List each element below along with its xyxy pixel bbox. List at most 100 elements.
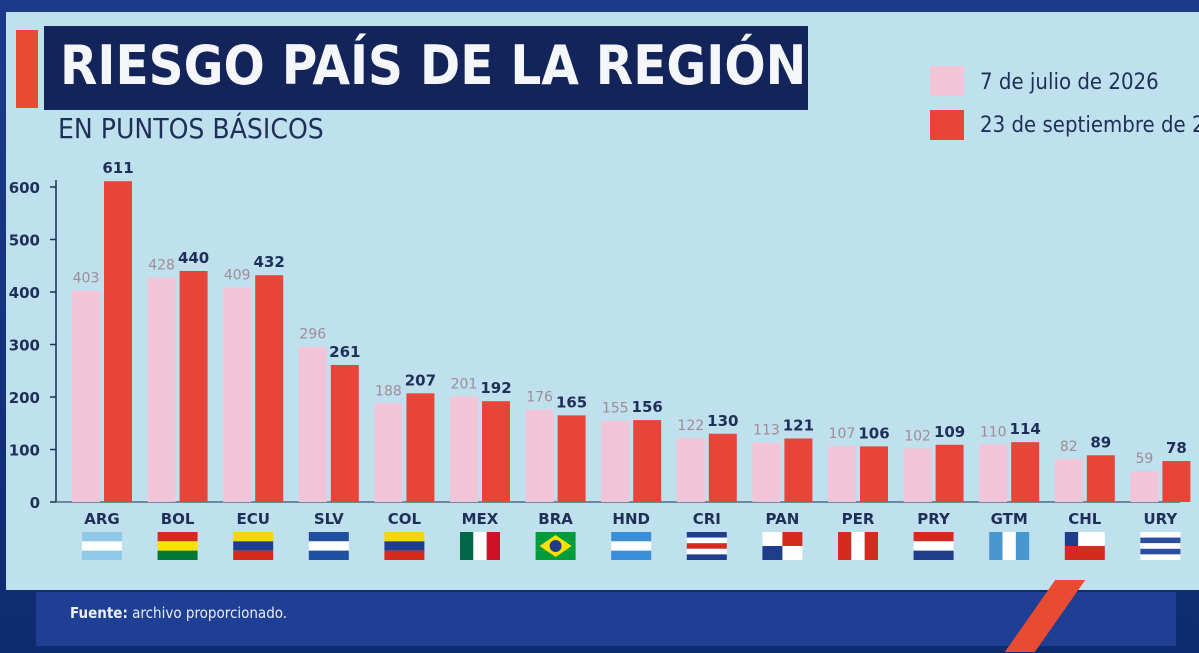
bar-sep-ury xyxy=(1162,461,1191,502)
y-tick-label: 300 xyxy=(9,337,40,355)
data-label-sep-arg: 611 xyxy=(102,159,133,177)
uruguay-flag-icon xyxy=(1140,532,1181,560)
data-label-sep-chl: 89 xyxy=(1090,433,1111,451)
costa-rica-flag-icon xyxy=(686,532,727,560)
category-label-pan: PAN xyxy=(766,510,800,528)
title-banner xyxy=(44,26,808,110)
bar-jul-gtm xyxy=(979,444,1008,502)
bar-sep-arg xyxy=(104,181,132,502)
chart-title: RIESGO PAÍS DE LA REGIÓN xyxy=(60,34,807,97)
category-label-arg: ARG xyxy=(84,510,119,528)
data-label-jul-bra: 176 xyxy=(526,390,553,406)
category-label-mex: MEX xyxy=(462,510,499,528)
panama-flag-icon xyxy=(762,532,803,560)
bar-chart: 0 100 200 300 400 500 600 403 611 ARG 428 440 BOL 409… xyxy=(9,159,1191,560)
data-label-jul-gtm: 110 xyxy=(980,424,1007,440)
guatemala-flag-icon xyxy=(989,532,1030,560)
bar-jul-bra xyxy=(525,409,554,502)
data-label-jul-ecu: 409 xyxy=(224,267,251,283)
data-label-sep-per: 106 xyxy=(858,424,889,442)
category-label-bol: BOL xyxy=(161,510,195,528)
data-label-jul-arg: 403 xyxy=(73,270,100,286)
legend-label-series-1: 7 de julio de 2026 xyxy=(980,70,1159,95)
category-label-per: PER xyxy=(842,510,875,528)
category-label-gtm: GTM xyxy=(991,510,1028,528)
chile-flag-icon xyxy=(1064,532,1105,560)
data-label-jul-hnd: 155 xyxy=(602,401,629,417)
bar-jul-bol xyxy=(147,277,176,502)
bar-sep-ecu xyxy=(255,275,284,502)
bar-jul-ecu xyxy=(223,287,252,502)
bar-sep-per xyxy=(860,446,888,502)
data-label-sep-pan: 121 xyxy=(783,416,814,434)
source-text: archivo proporcionado. xyxy=(127,604,288,622)
data-label-sep-gtm: 114 xyxy=(1010,420,1041,438)
bar-jul-pry xyxy=(903,448,932,502)
data-label-jul-slv: 296 xyxy=(299,327,326,343)
bar-sep-mex xyxy=(482,401,510,502)
data-label-sep-hnd: 156 xyxy=(632,398,663,416)
data-label-jul-bol: 428 xyxy=(148,257,175,273)
paraguay-flag-icon xyxy=(913,532,954,560)
y-tick-label: 600 xyxy=(9,179,40,197)
category-label-slv: SLV xyxy=(314,510,344,528)
data-label-sep-bra: 165 xyxy=(556,393,587,411)
category-label-bra: BRA xyxy=(538,510,573,528)
mexico-flag-icon xyxy=(460,532,500,560)
data-label-jul-pry: 102 xyxy=(904,428,931,444)
data-label-sep-pry: 109 xyxy=(934,423,965,441)
data-label-jul-cri: 122 xyxy=(677,418,704,434)
peru-flag-icon xyxy=(838,532,878,560)
legend-swatch-series-2 xyxy=(930,110,964,140)
bar-sep-bol xyxy=(179,271,208,502)
source-note: Fuente: archivo proporcionado. xyxy=(70,604,287,622)
source-label: Fuente: xyxy=(70,604,128,622)
bar-sep-gtm xyxy=(1011,442,1040,502)
bar-sep-hnd xyxy=(633,420,662,502)
data-label-jul-ury: 59 xyxy=(1135,451,1153,467)
y-tick-label: 500 xyxy=(9,232,40,250)
category-label-hnd: HND xyxy=(612,510,650,528)
legend-swatch-series-1 xyxy=(930,66,964,96)
bar-jul-pan xyxy=(752,442,781,502)
data-label-sep-bol: 440 xyxy=(178,249,209,267)
chart-subtitle: EN PUNTOS BÁSICOS xyxy=(58,112,324,145)
bar-jul-slv xyxy=(298,346,327,502)
bar-jul-mex xyxy=(450,396,478,502)
legend-label-series-2: 23 de septiembre de 202 xyxy=(980,113,1199,138)
el-salvador-flag-icon xyxy=(308,532,349,560)
bar-sep-pry xyxy=(935,444,964,502)
colombia-flag-icon xyxy=(384,532,425,560)
data-label-jul-mex: 201 xyxy=(451,376,478,392)
data-label-sep-ury: 78 xyxy=(1166,439,1187,457)
y-tick-label: 400 xyxy=(9,284,40,302)
category-label-pry: PRY xyxy=(917,510,951,528)
bar-jul-hnd xyxy=(601,420,630,502)
data-label-sep-cri: 130 xyxy=(707,412,738,430)
category-label-ury: URY xyxy=(1144,510,1179,528)
title-accent-bar xyxy=(16,30,38,108)
data-label-sep-mex: 192 xyxy=(480,379,511,397)
data-label-jul-pan: 113 xyxy=(753,423,780,439)
bar-sep-cri xyxy=(708,433,737,502)
data-label-sep-slv: 261 xyxy=(329,343,360,361)
brazil-flag-icon xyxy=(535,532,576,560)
bar-jul-cri xyxy=(676,437,705,502)
data-label-jul-col: 188 xyxy=(375,383,402,399)
category-label-chl: CHL xyxy=(1068,510,1102,528)
bar-sep-pan xyxy=(784,438,813,502)
ecuador-flag-icon xyxy=(233,532,274,560)
y-tick-label: 0 xyxy=(30,494,40,512)
category-label-col: COL xyxy=(388,510,422,528)
bar-jul-ury xyxy=(1130,471,1159,502)
y-tick-label: 100 xyxy=(9,442,40,460)
bar-jul-col xyxy=(374,403,403,502)
bar-sep-bra xyxy=(557,415,586,502)
bar-jul-per xyxy=(828,445,856,502)
data-label-jul-per: 107 xyxy=(829,426,856,442)
honduras-flag-icon xyxy=(611,532,652,560)
data-label-sep-ecu: 432 xyxy=(254,253,285,271)
argentina-flag-icon xyxy=(82,532,122,560)
bar-jul-arg xyxy=(72,290,100,502)
